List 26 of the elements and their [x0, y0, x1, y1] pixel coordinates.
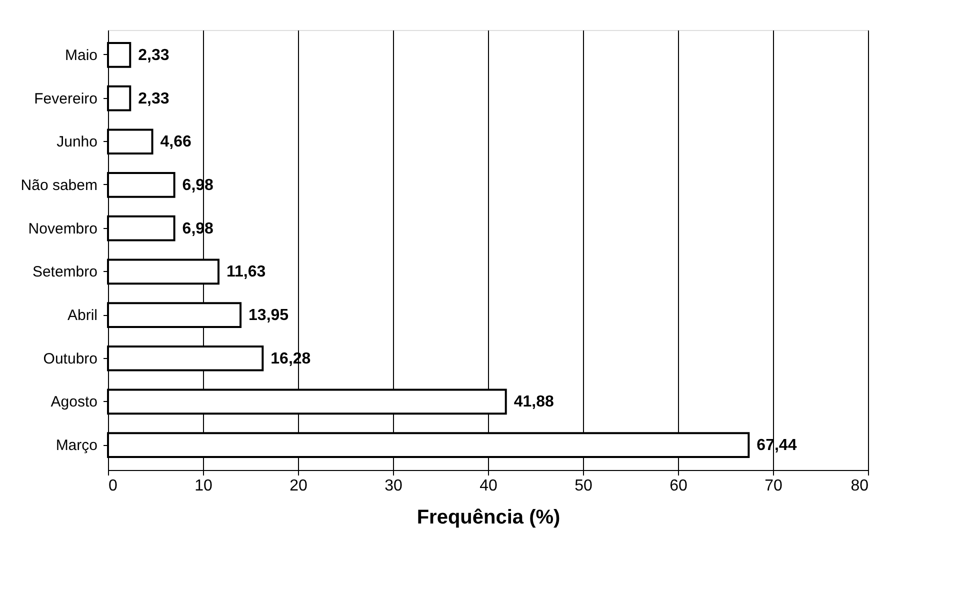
x-tick-label: 80 — [850, 478, 869, 494]
x-axis-title: Frequência (%) — [416, 506, 560, 528]
y-tick-label: Novembro — [28, 220, 98, 238]
y-tick-label: Abril — [67, 307, 98, 324]
data-label: 41,88 — [514, 394, 554, 411]
y-tick-label: Não sabem — [20, 176, 98, 194]
x-tick-label: 70 — [764, 478, 782, 494]
x-tick-label: 0 — [108, 478, 118, 494]
x-tick-label: 20 — [290, 478, 308, 494]
data-label: 2,33 — [138, 46, 170, 64]
x-tick-label: 50 — [574, 478, 592, 494]
x-tick-label: 60 — [670, 478, 688, 494]
x-tick-label: 40 — [480, 478, 498, 494]
y-tick-label: Março — [56, 437, 98, 454]
x-tick-label: 10 — [194, 478, 212, 494]
y-tick-label: Setembro — [32, 264, 98, 281]
y-tick-label: Maio — [64, 46, 98, 64]
data-label: 11,63 — [226, 264, 266, 281]
y-tick-label: Junho — [56, 134, 98, 151]
y-tick-label: Outubro — [43, 350, 98, 368]
y-tick-label: Agosto — [50, 394, 98, 411]
x-tick-label: 30 — [384, 478, 402, 494]
y-tick-label: Fevereiro — [34, 90, 98, 108]
data-label: 4,66 — [160, 134, 192, 151]
data-label: 2,33 — [138, 90, 170, 108]
data-label: 13,95 — [248, 307, 289, 324]
